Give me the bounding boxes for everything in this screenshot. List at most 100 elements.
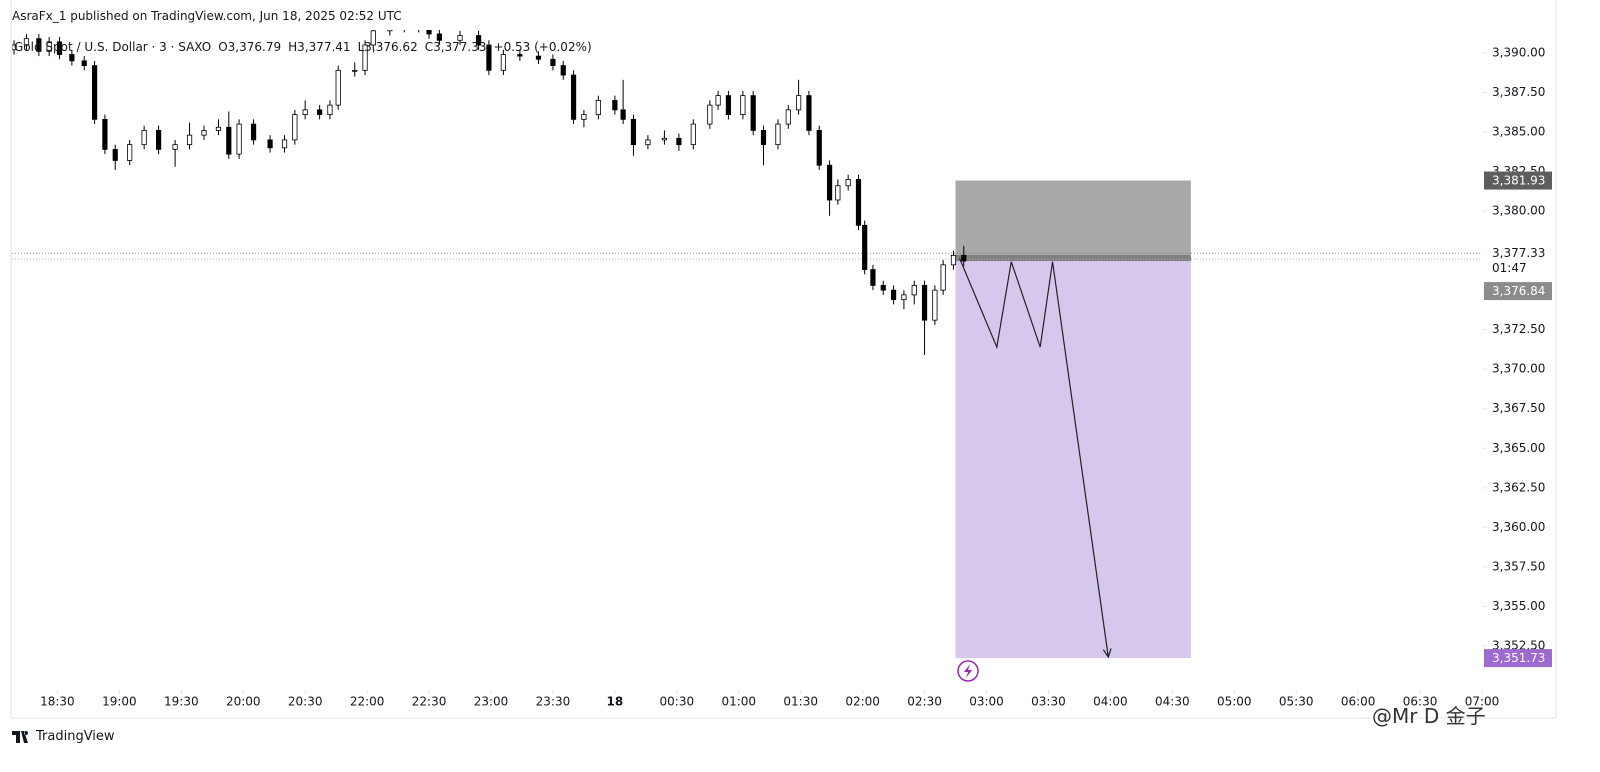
y-tick-label: 3,385.00 [1492,124,1545,138]
candle-body [486,44,492,71]
x-tick-label: 05:30 [1279,695,1314,709]
candle-body [690,123,696,146]
candle-body [201,130,207,136]
candle-body [862,224,868,270]
candle-body [535,55,542,60]
candle-body [23,38,30,46]
candle-body [725,95,732,116]
candle-body [102,118,108,150]
candle-body [281,139,288,149]
last-price-bg [1484,244,1552,275]
candle-body [595,99,601,116]
event-bolt [964,664,972,678]
candle-body [911,284,917,296]
y-tick-label: 3,365.00 [1492,441,1545,455]
candle-body [612,99,618,111]
x-tick-label: 22:00 [350,695,385,709]
ohlc-open: O3,376.79 [218,40,282,54]
candle-body [352,69,358,72]
y-tick-label: 3,390.00 [1492,45,1545,59]
candle-body [870,269,876,286]
candle-body [370,30,376,46]
y-tick-label: 3,372.50 [1492,322,1545,336]
candle-body [46,41,52,52]
candle-body [141,130,147,146]
candle-body [12,44,17,51]
brand-logo [12,730,29,743]
x-tick-label: 18:30 [40,695,75,709]
target-price-label-bg [1484,649,1552,668]
y-tick-label: 3,362.50 [1492,480,1545,494]
candle-body [620,109,626,120]
candle-body [81,60,87,66]
candle-body [707,104,713,125]
candle-body [186,134,193,146]
candle-body [921,284,928,321]
candle-body [760,130,767,146]
candle-body [560,65,566,76]
countdown-label: 01:47 [1492,261,1527,275]
projection-arrowhead [1102,648,1112,659]
x-tick-label: 20:00 [226,695,261,709]
candle-body [69,54,75,62]
candle-body [56,41,63,55]
candle-body [172,144,178,150]
candle-body [816,130,822,166]
candle-body [155,130,162,150]
x-tick-label: 18 [607,695,624,709]
x-tick-label: 22:30 [412,695,447,709]
candle-body [796,95,802,111]
candle-body [775,123,781,146]
candle-body [335,69,341,106]
x-tick-label: 00:30 [660,695,695,709]
candle-body [890,289,897,301]
candle-body [750,95,756,131]
x-tick-label: 02:30 [907,695,942,709]
candle-body [581,114,587,120]
candle-body [226,126,232,155]
candle-body [835,185,841,201]
ohlc-low: L3,376.62 [357,40,418,54]
stop-price-label: 3,381.93 [1492,174,1545,188]
x-tick-label: 03:00 [969,695,1004,709]
x-tick-label: 07:00 [1465,695,1500,709]
candle-body [880,284,886,291]
candle-body [127,144,133,161]
candle-body [327,104,333,116]
symbol-name: Gold Spot / U.S. Dollar · 3 · SAXO [14,40,212,54]
footer: TradingView [12,729,115,744]
candle-body [302,109,308,116]
x-tick-label: 19:30 [164,695,199,709]
last-price-label: 3,377.33 [1492,246,1545,260]
x-tick-label: 02:00 [845,695,880,709]
x-tick-label: 04:00 [1093,695,1128,709]
y-tick-label: 3,360.00 [1492,520,1545,534]
entry-line [955,255,1191,262]
candle-body [426,30,432,35]
candle-body [550,58,556,66]
candle-body [436,33,442,41]
x-tick-label: 04:30 [1155,695,1190,709]
x-tick-label: 20:30 [288,695,323,709]
candle-body [645,139,651,146]
x-tick-label: 01:00 [721,695,756,709]
candle-body [932,289,938,321]
plot-area [12,30,1482,659]
candle-body [845,179,851,187]
candle-body [36,38,42,52]
entry-price-label-bg [1484,282,1552,301]
x-tick-label: 19:00 [102,695,137,709]
x-tick-label: 23:30 [536,695,571,709]
y-tick-label: 3,370.00 [1492,362,1545,376]
candle-body [267,139,273,149]
candle-body [661,137,668,141]
candle-body [950,254,957,266]
x-tick-label: 23:00 [474,695,509,709]
candle-body [740,95,746,116]
candle-body [476,35,482,46]
x-tick-label: 01:30 [783,695,818,709]
candle-body [901,294,907,301]
candle-body [940,264,946,291]
candle-body [855,179,862,226]
